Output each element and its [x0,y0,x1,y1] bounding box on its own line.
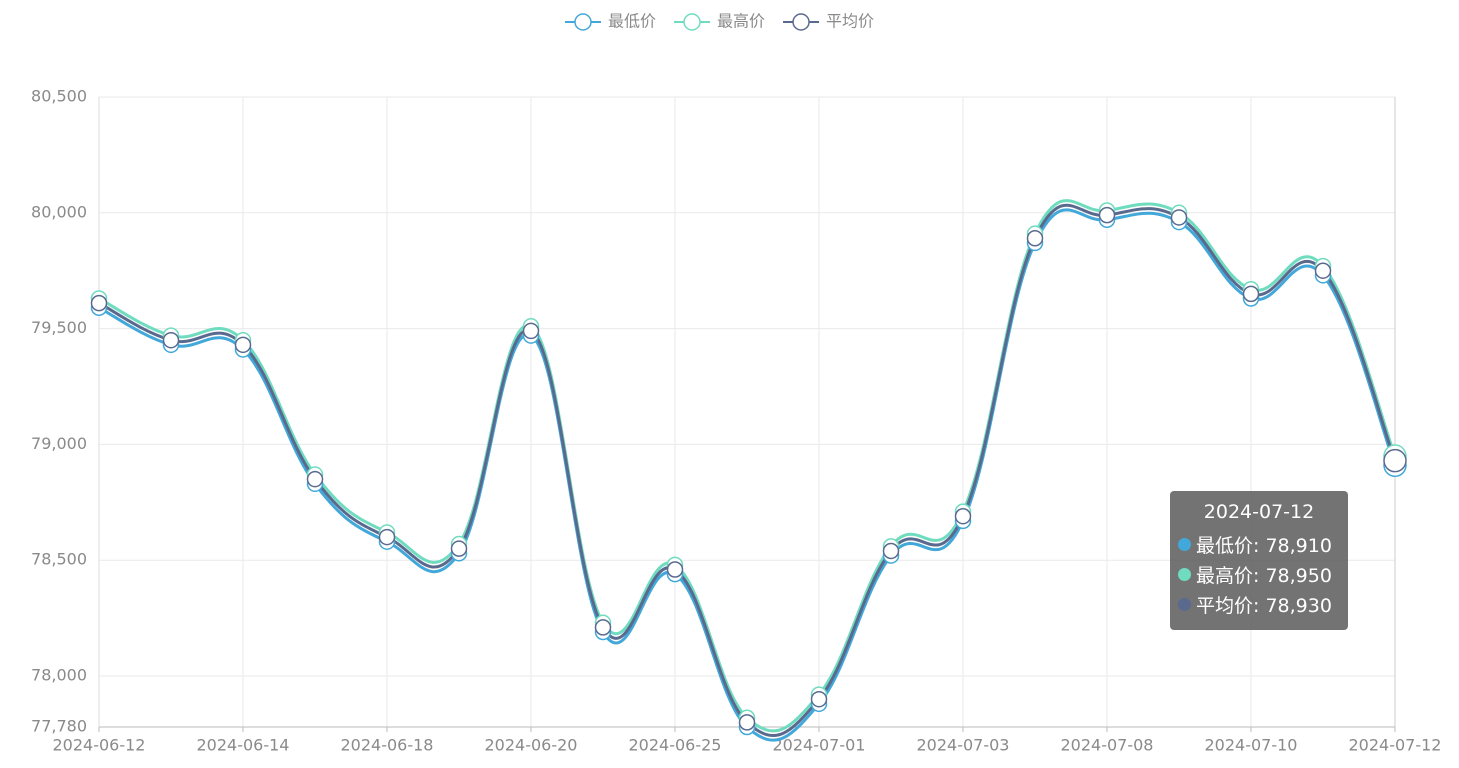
data-point [594,619,612,636]
x-tick-label: 2024-07-08 [1061,736,1154,755]
tooltip-text: 最低价: 78,910 [1196,534,1332,557]
tooltip-row: 平均价: 78,930 [1178,589,1340,619]
tooltip: 2024-07-12 最低价: 78,910 最高价: 78,950 平均价: 78… [1170,491,1348,630]
x-tick-label: 2024-07-01 [773,736,866,755]
data-point [810,690,828,708]
y-tick-label: 80,500 [31,87,87,106]
data-point [1170,209,1188,226]
data-point [882,542,900,560]
y-tick-label: 79,000 [31,434,87,453]
legend-label: 最高价 [717,12,765,31]
tooltip-title: 2024-07-12 [1203,501,1315,523]
tooltip-row: 最低价: 78,910 [1178,529,1340,559]
data-point [1383,448,1407,473]
data-point [738,714,756,731]
legend-marker [574,13,592,31]
y-tick-label: 77,780 [31,717,87,736]
x-tick-label: 2024-06-18 [341,736,434,755]
data-point [306,470,324,488]
x-tick-label: 2024-07-12 [1349,736,1442,755]
data-point [1098,206,1116,224]
y-tick-label: 78,000 [31,666,87,685]
data-point [1314,262,1332,279]
x-tick-label: 2024-07-10 [1205,736,1298,755]
legend-item: 最低价 [565,12,656,31]
series-line [98,203,1397,738]
tooltip-marker [1178,567,1191,581]
data-point [378,528,396,546]
series-line [98,199,1397,733]
data-point [522,322,540,340]
x-tick-label: 2024-07-03 [917,736,1010,755]
data-point [1242,285,1260,303]
x-tick-label: 2024-06-14 [197,736,290,755]
data-point [666,561,684,578]
tooltip-text: 最高价: 78,950 [1196,564,1332,587]
x-tick-label: 2024-06-12 [53,736,146,755]
y-tick-label: 79,500 [31,318,87,337]
legend-marker [683,13,701,31]
data-point [234,336,252,354]
tooltip-row: 最高价: 78,950 [1178,559,1340,589]
data-point [954,507,972,525]
data-point [90,294,108,312]
tooltip-marker [1178,597,1191,611]
x-tick-label: 2024-06-25 [629,736,722,755]
legend-item: 平均价 [783,12,874,31]
y-tick-label: 78,500 [31,550,87,569]
series-line [98,208,1397,742]
y-tick-label: 80,000 [31,202,87,221]
data-point [450,540,468,557]
tooltip-text: 平均价: 78,930 [1196,594,1332,617]
legend-label: 平均价 [826,12,874,31]
legend-marker [792,13,810,31]
tooltip-marker [1178,537,1191,551]
x-tick-label: 2024-06-20 [485,736,578,755]
legend-item: 最高价 [674,12,765,31]
data-point [162,331,180,349]
legend-label: 最低价 [608,12,656,31]
data-point [1026,230,1044,247]
